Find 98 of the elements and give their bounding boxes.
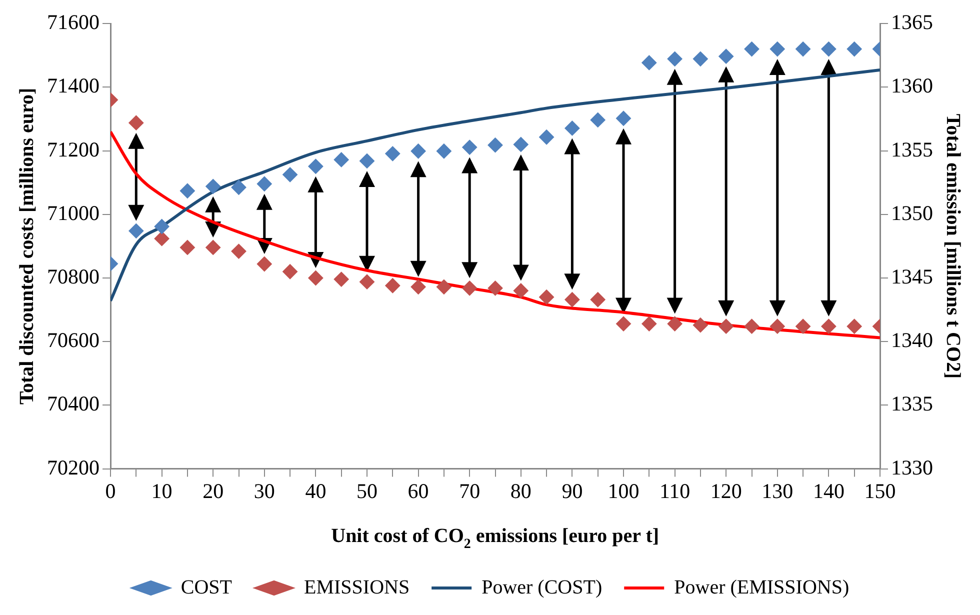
x-tick-label: 110 [659, 478, 690, 503]
legend-label: Power (EMISSIONS) [674, 576, 850, 598]
y2-tick-label: 1355 [891, 137, 933, 162]
point [385, 278, 400, 294]
point [744, 42, 760, 57]
x-tick-label: 40 [305, 478, 326, 503]
x-tick-label: 100 [608, 478, 640, 503]
x-tick-label: 70 [459, 478, 480, 503]
point [206, 240, 221, 255]
legend-label: EMISSIONS [304, 576, 410, 598]
point [436, 144, 452, 159]
point [513, 136, 528, 152]
x-tick-label: 80 [510, 478, 532, 503]
point [513, 283, 528, 298]
legend-label: Power (COST) [482, 576, 602, 598]
point [667, 316, 682, 332]
x-tick-label: 90 [562, 478, 583, 503]
x-tick-label: 50 [356, 478, 378, 503]
y2-tick-label: 1360 [891, 74, 933, 98]
legend-label: COST [180, 576, 232, 598]
y2-tick-label: 1335 [891, 392, 933, 416]
point [488, 280, 503, 296]
point [256, 176, 272, 192]
point [206, 178, 221, 194]
point [692, 51, 708, 66]
point [154, 231, 170, 246]
line-series [110, 68, 880, 302]
x-tick-label: 0 [105, 478, 116, 503]
y-tick-label: 70600 [47, 328, 100, 352]
point [770, 318, 785, 334]
point [180, 240, 195, 255]
y-axis-title: Total discounted costs [millions euro] [16, 88, 38, 405]
y2-tick-label: 1350 [891, 200, 933, 225]
point [564, 120, 580, 136]
y2-tick-label: 1340 [891, 328, 933, 352]
point [539, 130, 554, 145]
point [154, 218, 170, 234]
point [231, 180, 246, 195]
point [282, 167, 298, 182]
point [846, 42, 862, 57]
x-tick-label: 60 [408, 478, 429, 503]
y-tick-label: 71600 [47, 10, 100, 34]
y2-tick-label: 1330 [891, 455, 933, 480]
x-tick-label: 30 [254, 478, 275, 503]
point [590, 112, 606, 128]
x-tick-label: 130 [762, 478, 794, 503]
point [770, 42, 785, 57]
point [282, 264, 298, 280]
point [821, 318, 836, 334]
x-tick-label: 120 [710, 478, 742, 503]
y2-axis-title: Total emission [millions t CO2] [942, 114, 964, 379]
y-tick-label: 71400 [47, 74, 100, 98]
point [231, 244, 246, 259]
point [462, 140, 478, 155]
point [718, 48, 734, 64]
point [616, 316, 631, 332]
x-tick-label: 10 [151, 478, 172, 503]
point [180, 183, 195, 198]
point [718, 318, 734, 334]
point [410, 144, 426, 159]
line-series [110, 130, 880, 340]
point [846, 318, 862, 334]
point [796, 318, 811, 334]
point [385, 146, 400, 162]
point [308, 158, 324, 174]
point [692, 318, 708, 333]
point [821, 42, 836, 57]
x-tick-label: 20 [202, 478, 224, 503]
x-tick-label: 140 [812, 478, 844, 503]
point [128, 115, 144, 130]
y2-tick-label: 1365 [891, 10, 933, 34]
y-tick-label: 71200 [47, 137, 100, 162]
point [539, 290, 554, 305]
y-tick-label: 70400 [47, 392, 100, 416]
y-tick-label: 70800 [47, 264, 100, 289]
point [256, 256, 272, 272]
point [590, 292, 606, 308]
y-tick-label: 71000 [47, 200, 100, 225]
point [410, 279, 426, 294]
point [360, 274, 374, 290]
point [642, 55, 657, 70]
point [616, 110, 631, 126]
point [128, 223, 144, 238]
point [488, 138, 503, 153]
point [334, 272, 349, 287]
point [796, 42, 811, 57]
point [744, 318, 760, 334]
x-tick-label: 150 [864, 478, 896, 503]
point [436, 279, 452, 294]
y2-tick-label: 1345 [891, 264, 933, 289]
point [642, 316, 657, 332]
point [667, 51, 682, 66]
y-tick-label: 70200 [47, 455, 100, 480]
point [462, 280, 478, 296]
point [360, 153, 374, 168]
point [308, 270, 324, 286]
point [564, 292, 580, 308]
point [334, 152, 349, 168]
